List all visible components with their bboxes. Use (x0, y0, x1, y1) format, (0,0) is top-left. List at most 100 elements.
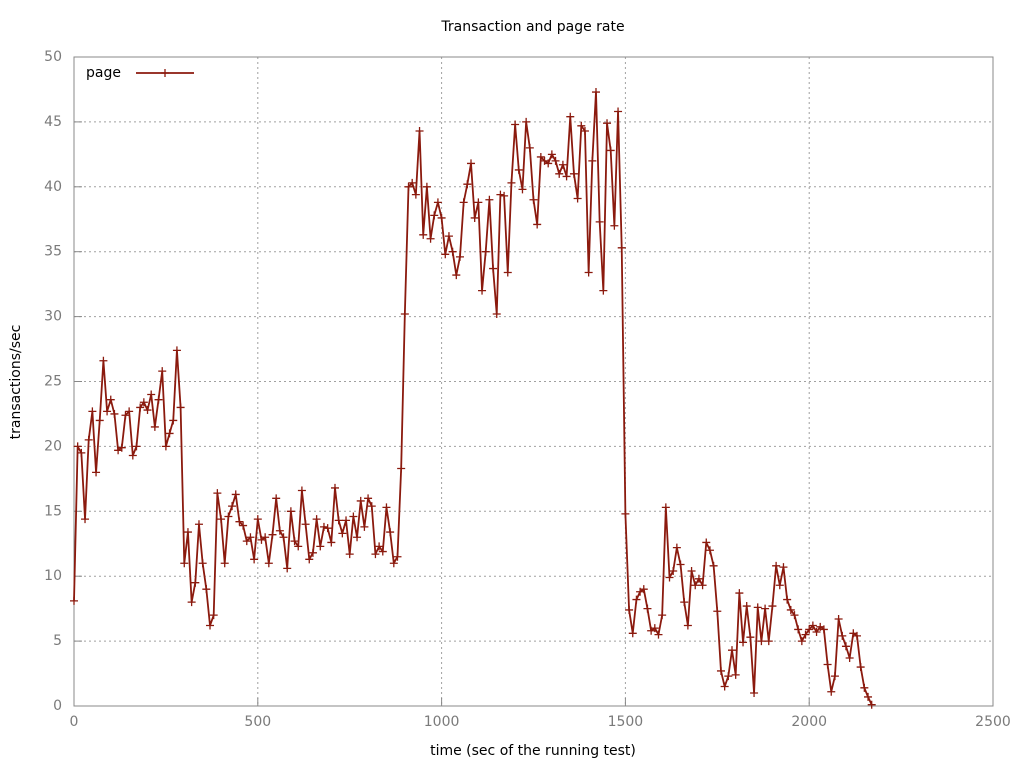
point-marker (198, 559, 207, 568)
point-marker (397, 464, 406, 473)
point-marker (573, 194, 582, 203)
point-marker (250, 555, 259, 564)
point-marker (566, 112, 575, 121)
point-marker (536, 152, 545, 161)
point-marker (467, 159, 476, 168)
point-marker (437, 213, 446, 222)
point-marker (430, 211, 439, 220)
x-tick-label: 1500 (608, 714, 644, 730)
point-marker (342, 516, 351, 525)
point-marker (360, 522, 369, 531)
point-marker (169, 416, 178, 425)
plot-border (73, 56, 994, 707)
point-marker (239, 521, 248, 530)
point-marker (632, 595, 641, 604)
point-marker (558, 160, 567, 169)
point-marker (838, 631, 847, 640)
point-marker (117, 443, 126, 452)
point-marker (676, 560, 685, 569)
point-marker (297, 486, 306, 495)
y-tick-label: 5 (53, 633, 62, 649)
point-marker (367, 502, 376, 511)
y-tick-label: 40 (44, 179, 62, 195)
point-marker (161, 442, 170, 451)
y-tick-label: 0 (53, 698, 62, 714)
point-marker (845, 653, 854, 662)
point-marker (375, 542, 384, 551)
y-tick-label: 20 (44, 438, 62, 454)
point-marker (103, 407, 112, 416)
point-marker (764, 637, 773, 646)
point-marker (489, 264, 498, 273)
point-marker (353, 533, 362, 542)
x-tick-label: 500 (244, 714, 271, 730)
point-marker (99, 356, 108, 365)
point-marker (128, 451, 137, 460)
point-marker (345, 550, 354, 559)
point-marker (698, 581, 707, 590)
point-marker (478, 286, 487, 295)
point-marker (106, 395, 115, 404)
point-marker (411, 190, 420, 199)
point-marker (819, 625, 828, 634)
point-marker (518, 185, 527, 194)
point-marker (400, 310, 409, 319)
point-marker (220, 559, 229, 568)
y-tick-label: 10 (44, 568, 62, 584)
point-marker (224, 512, 233, 521)
point-marker (783, 595, 792, 604)
x-axis-label: time (sec of the running test) (430, 743, 636, 759)
point-marker (316, 542, 325, 551)
point-marker (639, 585, 648, 594)
point-marker (797, 637, 806, 646)
point-marker (665, 573, 674, 582)
point-marker (852, 631, 861, 640)
point-marker (580, 126, 589, 135)
y-tick-label: 25 (44, 374, 62, 390)
legend-label: page (86, 65, 121, 81)
point-marker (562, 172, 571, 181)
point-marker (496, 190, 505, 199)
point-marker (591, 88, 600, 97)
point-marker (165, 429, 174, 438)
point-marker (694, 574, 703, 583)
point-marker (812, 628, 821, 637)
point-marker (801, 630, 810, 639)
point-marker (864, 692, 873, 701)
point-marker (786, 605, 795, 614)
point-marker (750, 689, 759, 698)
point-marker (544, 159, 553, 168)
point-marker (606, 146, 615, 155)
point-marker (599, 286, 608, 295)
point-marker (228, 502, 237, 511)
point-marker (503, 268, 512, 277)
point-marker (680, 598, 689, 607)
point-marker (330, 483, 339, 492)
point-marker (319, 522, 328, 531)
point-marker (371, 550, 380, 559)
point-marker (772, 561, 781, 570)
point-marker (830, 672, 839, 681)
point-marker (121, 411, 130, 420)
point-marker (654, 630, 663, 639)
point-marker (617, 243, 626, 252)
point-marker (356, 496, 365, 505)
point-marker (533, 220, 542, 229)
x-tick-label: 2000 (791, 714, 827, 730)
point-marker (507, 178, 516, 187)
point-marker (841, 642, 850, 651)
point-marker (70, 596, 78, 605)
point-marker (305, 555, 314, 564)
point-marker (713, 607, 722, 616)
point-marker (746, 633, 755, 642)
point-marker (525, 143, 534, 152)
point-marker (720, 682, 729, 691)
point-marker (81, 515, 90, 524)
chart-title: Transaction and page rate (440, 19, 624, 35)
series-line (73, 91, 873, 706)
point-marker (246, 533, 255, 542)
point-marker (529, 195, 538, 204)
x-tick-label: 2500 (975, 714, 1011, 730)
point-marker (658, 611, 667, 620)
point-marker (650, 624, 659, 633)
